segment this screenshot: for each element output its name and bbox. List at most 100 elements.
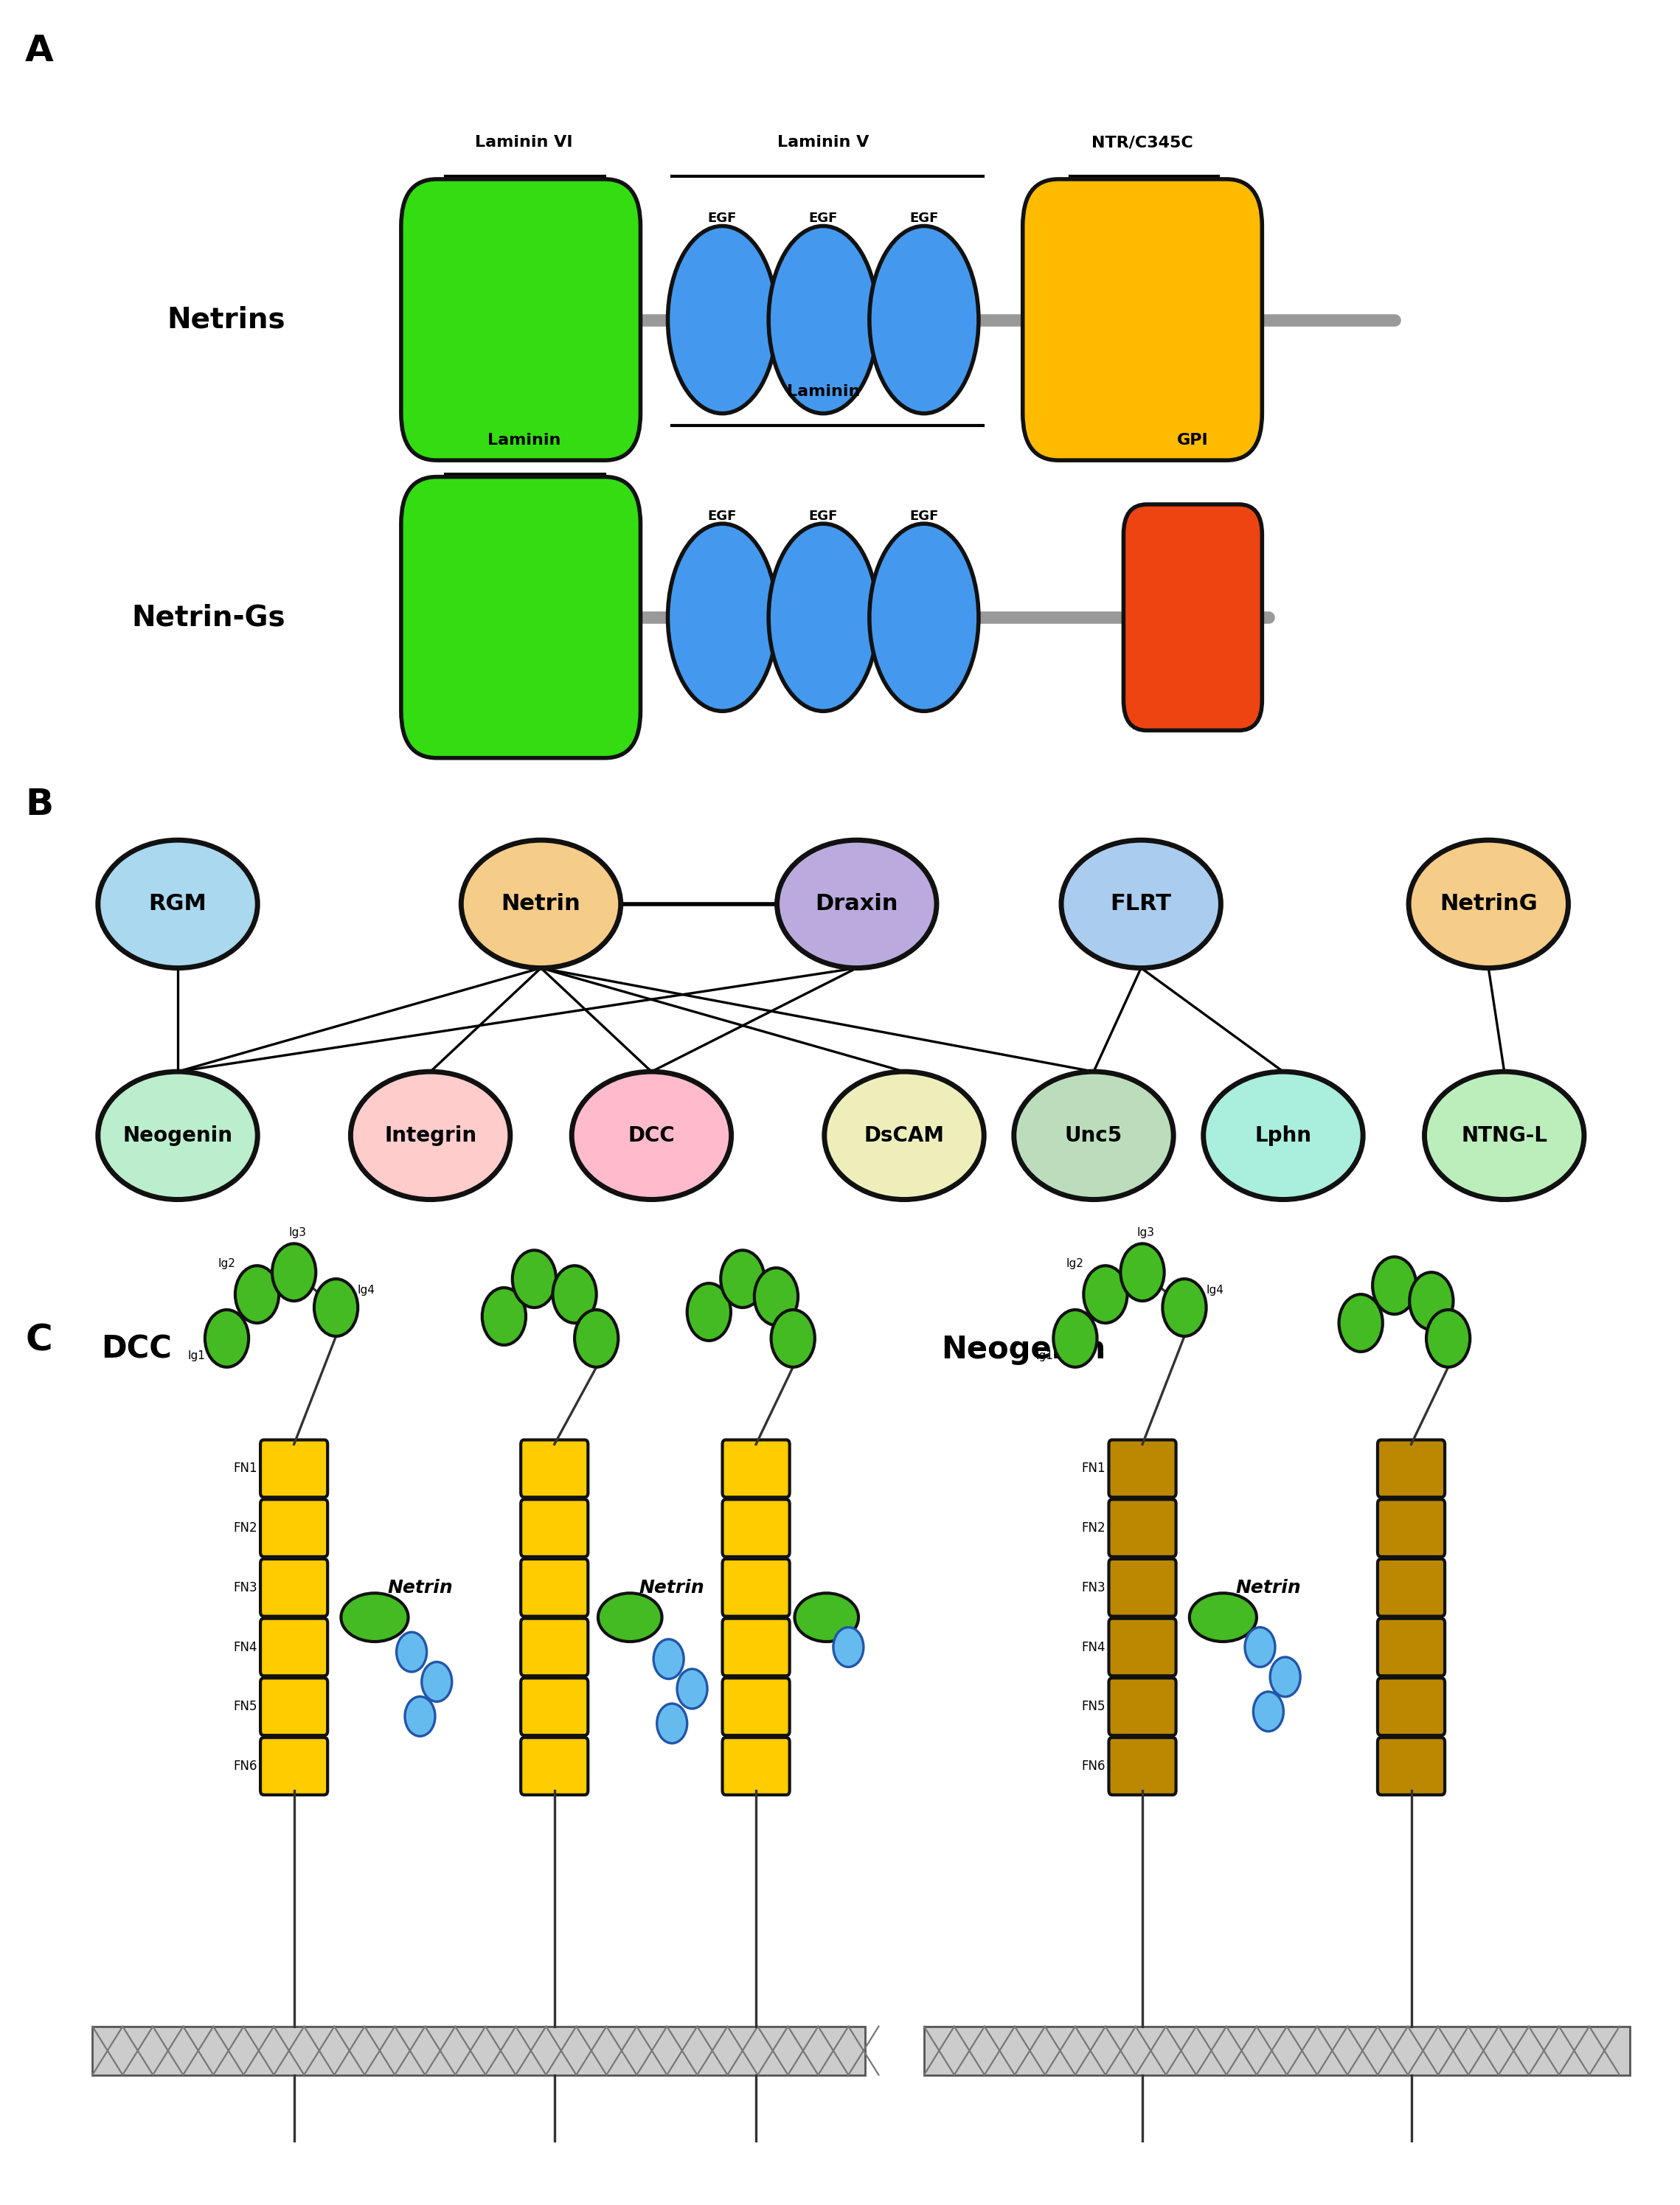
Circle shape xyxy=(771,1310,815,1367)
FancyBboxPatch shape xyxy=(722,1678,790,1735)
Circle shape xyxy=(205,1310,249,1367)
Text: FN6: FN6 xyxy=(234,1760,257,1773)
Circle shape xyxy=(654,1638,684,1678)
Text: DCC: DCC xyxy=(101,1334,171,1365)
Text: Ig2: Ig2 xyxy=(1067,1257,1084,1270)
Ellipse shape xyxy=(1062,840,1221,968)
Bar xyxy=(924,2026,1630,2075)
Text: Netrin: Netrin xyxy=(388,1579,452,1596)
FancyBboxPatch shape xyxy=(722,1738,790,1795)
Text: EGF: EGF xyxy=(707,509,738,523)
FancyBboxPatch shape xyxy=(722,1559,790,1616)
Ellipse shape xyxy=(460,840,620,968)
Text: Unc5: Unc5 xyxy=(1065,1125,1122,1147)
Ellipse shape xyxy=(1408,840,1569,968)
Circle shape xyxy=(1121,1244,1164,1301)
FancyBboxPatch shape xyxy=(722,1440,790,1497)
Circle shape xyxy=(314,1279,358,1336)
Circle shape xyxy=(1373,1257,1416,1314)
Text: DCC: DCC xyxy=(628,1125,675,1147)
Text: EGF: EGF xyxy=(909,509,939,523)
Ellipse shape xyxy=(669,227,776,415)
FancyBboxPatch shape xyxy=(1023,179,1262,461)
Text: Laminin VI: Laminin VI xyxy=(475,135,573,150)
Ellipse shape xyxy=(97,1072,257,1200)
Text: C: C xyxy=(25,1323,52,1358)
Text: FN1: FN1 xyxy=(1082,1462,1105,1475)
Text: Ig3: Ig3 xyxy=(1137,1226,1154,1239)
Text: B: B xyxy=(25,787,54,822)
Circle shape xyxy=(553,1266,596,1323)
FancyBboxPatch shape xyxy=(260,1618,328,1676)
FancyBboxPatch shape xyxy=(521,1678,588,1735)
Circle shape xyxy=(1270,1658,1300,1698)
Ellipse shape xyxy=(870,227,979,415)
FancyBboxPatch shape xyxy=(1378,1499,1445,1557)
Text: Ig2: Ig2 xyxy=(218,1257,235,1270)
Text: Draxin: Draxin xyxy=(815,893,899,915)
Text: Netrin: Netrin xyxy=(501,893,581,915)
Text: Neogenin: Neogenin xyxy=(941,1334,1105,1365)
FancyBboxPatch shape xyxy=(1378,1678,1445,1735)
Circle shape xyxy=(1245,1627,1275,1667)
Circle shape xyxy=(405,1696,435,1735)
Circle shape xyxy=(754,1268,798,1325)
Text: FN6: FN6 xyxy=(1082,1760,1105,1773)
Text: Ig3: Ig3 xyxy=(289,1226,306,1239)
FancyBboxPatch shape xyxy=(402,476,640,759)
Ellipse shape xyxy=(795,1592,858,1641)
FancyBboxPatch shape xyxy=(1378,1440,1445,1497)
Circle shape xyxy=(677,1669,707,1709)
Ellipse shape xyxy=(341,1592,408,1641)
Text: Netrin-Gs: Netrin-Gs xyxy=(131,604,286,631)
FancyBboxPatch shape xyxy=(260,1678,328,1735)
Text: FN1: FN1 xyxy=(234,1462,257,1475)
Circle shape xyxy=(422,1663,452,1702)
Circle shape xyxy=(396,1632,427,1671)
Circle shape xyxy=(687,1283,731,1341)
Ellipse shape xyxy=(351,1072,511,1200)
FancyBboxPatch shape xyxy=(1378,1559,1445,1616)
FancyBboxPatch shape xyxy=(1378,1738,1445,1795)
Text: Netrins: Netrins xyxy=(166,306,286,333)
FancyBboxPatch shape xyxy=(260,1738,328,1795)
Ellipse shape xyxy=(870,525,979,712)
Circle shape xyxy=(721,1250,764,1308)
Text: Ig4: Ig4 xyxy=(358,1283,375,1297)
Text: EGF: EGF xyxy=(707,212,738,225)
FancyBboxPatch shape xyxy=(521,1559,588,1616)
Text: NTR/C345C: NTR/C345C xyxy=(1092,135,1193,150)
Text: EGF: EGF xyxy=(808,509,838,523)
FancyBboxPatch shape xyxy=(521,1440,588,1497)
FancyBboxPatch shape xyxy=(1109,1738,1176,1795)
Circle shape xyxy=(1253,1691,1284,1731)
Text: GPI: GPI xyxy=(1178,432,1208,448)
FancyBboxPatch shape xyxy=(1109,1618,1176,1676)
Circle shape xyxy=(657,1704,687,1744)
Text: FN4: FN4 xyxy=(234,1641,257,1654)
Ellipse shape xyxy=(1015,1072,1173,1200)
Circle shape xyxy=(235,1266,279,1323)
Circle shape xyxy=(482,1288,526,1345)
Text: Laminin: Laminin xyxy=(487,432,561,448)
Bar xyxy=(92,2026,865,2075)
FancyBboxPatch shape xyxy=(260,1559,328,1616)
Text: FN5: FN5 xyxy=(1082,1700,1105,1713)
Text: FN3: FN3 xyxy=(234,1581,257,1594)
FancyBboxPatch shape xyxy=(1109,1559,1176,1616)
Text: Neogenin: Neogenin xyxy=(123,1125,234,1147)
FancyBboxPatch shape xyxy=(521,1499,588,1557)
Text: Laminin V: Laminin V xyxy=(778,135,869,150)
Circle shape xyxy=(1426,1310,1470,1367)
FancyBboxPatch shape xyxy=(1109,1440,1176,1497)
Text: FN2: FN2 xyxy=(1082,1521,1105,1535)
Circle shape xyxy=(1339,1294,1383,1352)
Circle shape xyxy=(833,1627,864,1667)
FancyBboxPatch shape xyxy=(402,179,640,461)
Text: EGF: EGF xyxy=(909,212,939,225)
Text: Netrin: Netrin xyxy=(1236,1579,1300,1596)
FancyBboxPatch shape xyxy=(1109,1678,1176,1735)
Text: FN5: FN5 xyxy=(234,1700,257,1713)
Ellipse shape xyxy=(669,525,776,712)
Text: DsCAM: DsCAM xyxy=(864,1125,944,1147)
